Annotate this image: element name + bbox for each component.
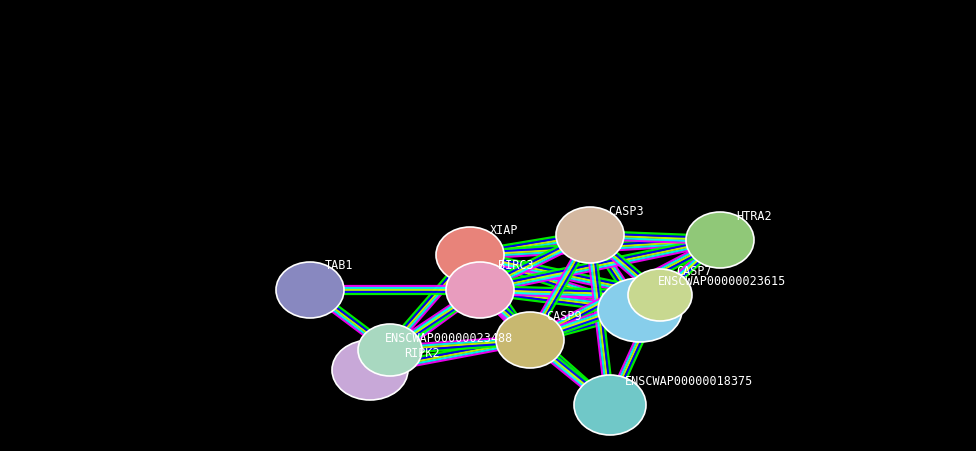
Ellipse shape: [598, 278, 682, 342]
Text: XIAP: XIAP: [490, 224, 518, 237]
Text: ENSCWAP00000018375: ENSCWAP00000018375: [625, 375, 753, 388]
Ellipse shape: [358, 324, 422, 376]
Text: TAB1: TAB1: [325, 259, 353, 272]
Text: HTRA2: HTRA2: [736, 210, 772, 223]
Ellipse shape: [436, 227, 504, 283]
Text: ENSCWAP00000023488: ENSCWAP00000023488: [385, 332, 513, 345]
Ellipse shape: [628, 269, 692, 321]
Text: RIPK2: RIPK2: [404, 347, 439, 360]
Ellipse shape: [332, 340, 408, 400]
Ellipse shape: [556, 207, 624, 263]
Ellipse shape: [686, 212, 754, 268]
Text: CASP3: CASP3: [608, 205, 643, 218]
Ellipse shape: [496, 312, 564, 368]
Text: CASP7: CASP7: [676, 265, 712, 278]
Ellipse shape: [574, 375, 646, 435]
Text: ENSCWAP00000023615: ENSCWAP00000023615: [658, 275, 787, 288]
Text: BIRC3: BIRC3: [498, 259, 534, 272]
Ellipse shape: [276, 262, 344, 318]
Ellipse shape: [446, 262, 514, 318]
Text: CASP9: CASP9: [546, 310, 582, 323]
